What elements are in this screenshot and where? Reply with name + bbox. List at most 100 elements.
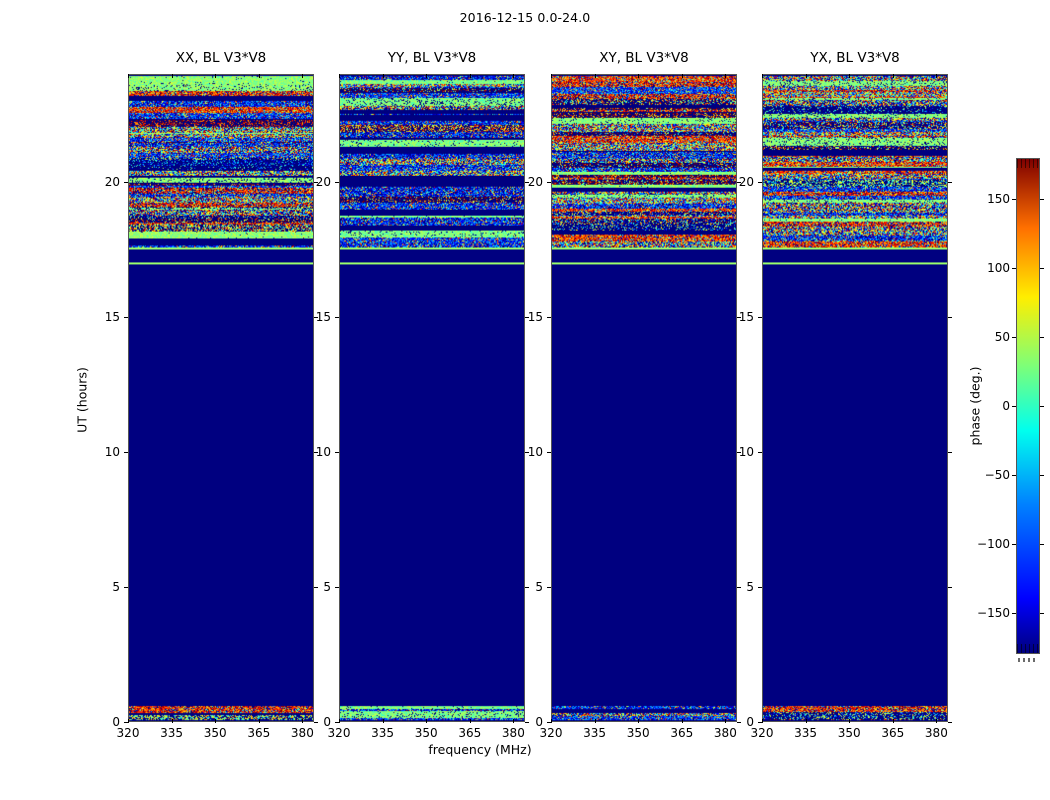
x-tick-label: 335 <box>794 726 818 740</box>
y-tick-label: 15 <box>527 310 543 324</box>
x-tick-mark-top <box>762 74 763 78</box>
x-tick-mark-top <box>849 74 851 78</box>
colorbar-tick-label: 0 <box>1002 399 1010 413</box>
heatmap-image-xx <box>129 75 313 721</box>
y-tick-mark <box>758 317 762 318</box>
y-tick-label: 20 <box>738 175 754 189</box>
y-tick-mark <box>547 182 551 183</box>
x-tick-mark <box>426 719 428 723</box>
y-tick-mark-right <box>737 722 741 723</box>
y-tick-label: 10 <box>104 445 120 459</box>
x-tick-label: 365 <box>247 726 271 740</box>
x-tick-mark-top <box>302 74 304 78</box>
panel-yy[interactable]: YY, BL V3*V8 320 335 350 365 380 0 5 10 15 20 <box>316 50 529 740</box>
y-tick-label: 15 <box>104 310 120 324</box>
axes-xx[interactable] <box>128 74 314 722</box>
x-tick-mark <box>171 719 173 723</box>
axes-yx[interactable] <box>762 74 948 722</box>
y-tick-label: 15 <box>738 310 754 324</box>
colorbar-tick-mark <box>1012 337 1016 339</box>
x-tick-mark-top <box>805 74 807 78</box>
colorbar-gradient <box>1016 158 1040 654</box>
x-tick-mark <box>339 719 340 723</box>
x-tick-mark <box>681 719 683 723</box>
colorbar-tick-mark <box>1012 268 1016 270</box>
colorbar-tick-mark-right <box>1040 543 1044 545</box>
x-tick-label: 320 <box>539 726 563 740</box>
x-tick-mark <box>805 719 807 723</box>
x-tick-mark <box>258 719 260 723</box>
y-tick-mark <box>547 587 551 588</box>
heatmap-image-yx <box>763 75 947 721</box>
y-tick-mark-right <box>948 452 952 453</box>
y-tick-label: 0 <box>746 715 754 729</box>
y-tick-mark <box>124 182 128 183</box>
y-tick-label: 0 <box>535 715 543 729</box>
y-tick-mark <box>547 722 551 723</box>
colorbar-tick-mark <box>1012 474 1016 476</box>
y-tick-mark <box>335 182 339 183</box>
y-tick-mark-right <box>314 587 318 588</box>
y-tick-mark <box>124 452 128 453</box>
x-tick-label: 320 <box>327 726 351 740</box>
y-tick-mark-right <box>948 317 952 318</box>
x-tick-mark <box>215 719 217 723</box>
y-tick-mark-right <box>948 182 952 183</box>
y-tick-mark-right <box>948 722 952 723</box>
y-tick-mark-right <box>525 317 529 318</box>
x-tick-label: 335 <box>583 726 607 740</box>
x-tick-label: 365 <box>458 726 482 740</box>
panel-yx[interactable]: YX, BL V3*V8 320 335 350 365 380 0 5 10 15 20 <box>739 50 952 740</box>
x-tick-mark-top <box>171 74 173 78</box>
colorbar-tick-label: −50 <box>984 467 1010 482</box>
x-tick-mark <box>302 719 304 723</box>
x-tick-label: 380 <box>713 726 737 740</box>
x-tick-label: 350 <box>626 726 650 740</box>
axes-xy[interactable] <box>551 74 737 722</box>
y-tick-mark-right <box>948 587 952 588</box>
y-tick-mark <box>547 317 551 318</box>
colorbar-over-cap <box>1017 159 1039 168</box>
x-tick-label: 365 <box>670 726 694 740</box>
y-axis-label: UT (hours) <box>74 367 90 433</box>
colorbar-tick-label: −100 <box>977 536 1010 551</box>
x-tick-mark <box>382 719 384 723</box>
panel-xy[interactable]: XY, BL V3*V8 320 335 350 365 380 0 5 10 15 20 <box>528 50 741 740</box>
x-tick-mark-top <box>725 74 727 78</box>
x-tick-mark-top <box>339 74 340 78</box>
colorbar-tick-label: 100 <box>987 261 1010 276</box>
y-tick-mark-right <box>737 317 741 318</box>
y-tick-mark-right <box>525 722 529 723</box>
panel-xx[interactable]: XX, BL V3*V8 320 335 350 365 380 0 5 10 15 20 <box>105 50 318 740</box>
x-tick-mark <box>128 719 129 723</box>
y-tick-label: 0 <box>112 715 120 729</box>
y-tick-mark <box>758 722 762 723</box>
colorbar-tick-mark-right <box>1040 474 1044 476</box>
y-tick-mark-right <box>525 182 529 183</box>
colorbar-tick-mark-right <box>1040 406 1044 407</box>
figure-suptitle: 2016-12-15 0.0-24.0 <box>459 10 591 25</box>
x-tick-mark-top <box>426 74 428 78</box>
y-tick-mark <box>758 182 762 183</box>
colorbar-bad-swatch <box>1018 658 1038 662</box>
x-tick-mark-top <box>382 74 384 78</box>
x-tick-label: 335 <box>371 726 395 740</box>
x-tick-mark <box>762 719 763 723</box>
y-tick-mark-right <box>314 722 318 723</box>
panel-title-yy: YY, BL V3*V8 <box>387 50 477 66</box>
x-tick-mark-top <box>128 74 129 78</box>
axes-yy[interactable] <box>339 74 525 722</box>
x-axis-label: frequency (MHz) <box>428 742 532 757</box>
y-tick-label: 5 <box>112 580 120 594</box>
x-tick-label: 335 <box>160 726 184 740</box>
colorbar-tick-mark <box>1012 543 1016 545</box>
y-tick-mark-right <box>314 317 318 318</box>
colorbar-tick-label: 50 <box>994 330 1010 345</box>
colorbar-under-cap <box>1017 644 1039 653</box>
y-tick-mark <box>335 587 339 588</box>
heatmap-image-yy <box>340 75 524 721</box>
y-tick-label: 5 <box>535 580 543 594</box>
y-tick-label: 20 <box>104 175 120 189</box>
colorbar[interactable]: −150 −100 −50 0 50 100 150 <box>977 158 1044 662</box>
